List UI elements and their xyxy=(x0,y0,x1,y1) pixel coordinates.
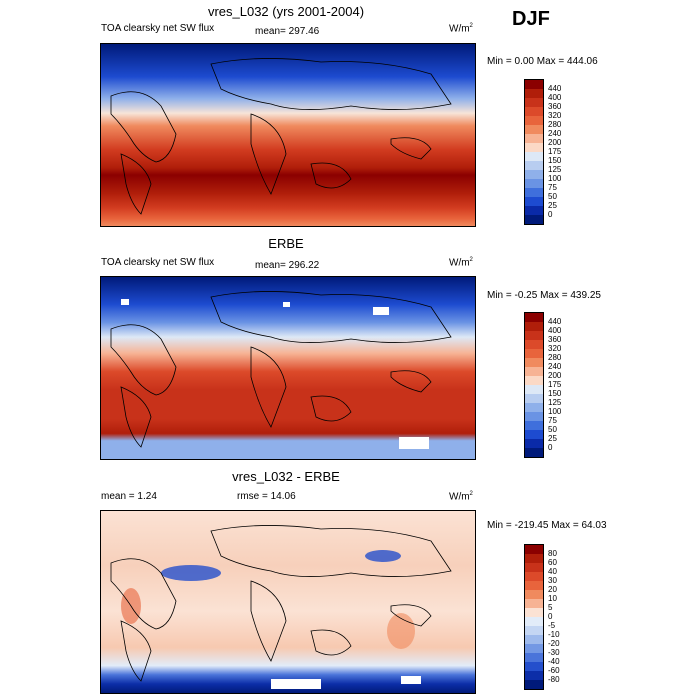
panel2-colorbar-tick: 100 xyxy=(548,407,562,416)
panel3-missing-data xyxy=(401,676,421,684)
panel3-colorbar-tick: 30 xyxy=(548,576,557,585)
panel3-colorbar-tick: -30 xyxy=(548,648,560,657)
panel3-colorbar-tick: -10 xyxy=(548,630,560,639)
panel1-units: W/m2 xyxy=(449,23,473,35)
panel1-variable-label: TOA clearsky net SW flux xyxy=(101,23,215,34)
panel1-colorbar-tick: 50 xyxy=(548,192,557,201)
panel2-colorbar-tick: 0 xyxy=(548,443,553,452)
panel2-mean-label: mean= 296.22 xyxy=(255,260,320,271)
panel2-colorbar-tick: 280 xyxy=(548,353,562,362)
panel2-colorbar-tick: 25 xyxy=(548,434,557,443)
panel3-colorbar-tick: 0 xyxy=(548,612,553,621)
panel1-coastlines xyxy=(110,58,452,215)
panel2-missing-data xyxy=(121,299,129,305)
panel2-missing-data xyxy=(283,302,290,307)
panel1-colorbar-tick: 360 xyxy=(548,102,562,111)
panel3-colorbar-tick: 5 xyxy=(548,603,553,612)
panel2-title: ERBE xyxy=(268,236,304,251)
panel1-colorbar-tick: 200 xyxy=(548,138,562,147)
panel1-colorbar-tick: 125 xyxy=(548,165,562,174)
panel1-colorbar-tick: 175 xyxy=(548,147,562,156)
panel3-minmax: Min = -219.45 Max = 64.03 xyxy=(487,520,607,531)
panel3-coastlines xyxy=(110,525,452,682)
panel2-colorbar xyxy=(524,312,544,458)
panel1-minmax: Min = 0.00 Max = 444.06 xyxy=(487,56,598,67)
panel2-variable-label: TOA clearsky net SW flux xyxy=(101,257,215,268)
panel2-colorbar-tick: 320 xyxy=(548,344,562,353)
panel1-colorbar-tick: 0 xyxy=(548,210,553,219)
panel2-map xyxy=(100,276,476,460)
panel2-colorbar-tick: 75 xyxy=(548,416,557,425)
panel2-missing-data xyxy=(373,307,389,315)
panel3-colorbar xyxy=(524,544,544,690)
panel3-units: W/m2 xyxy=(449,491,473,503)
panel2-missing-data xyxy=(399,437,429,449)
panel2-colorbar-tick: 200 xyxy=(548,371,562,380)
panel3-colorbar-tick: 20 xyxy=(548,585,557,594)
panel3-colorbar-tick: -80 xyxy=(548,675,560,684)
panel1-map xyxy=(100,43,476,227)
panel3-rmse-label: rmse = 14.06 xyxy=(237,491,296,502)
panel2-colorbar-tick: 175 xyxy=(548,380,562,389)
panel1-colorbar-tick: 400 xyxy=(548,93,562,102)
panel3-colorbar-tick: -60 xyxy=(548,666,560,675)
panel1-colorbar-tick: 280 xyxy=(548,120,562,129)
panel2-colorbar-tick: 50 xyxy=(548,425,557,434)
panel1-colorbar-tick: 25 xyxy=(548,201,557,210)
panel3-colorbar-tick: -20 xyxy=(548,639,560,648)
panel3-mean-label: mean = 1.24 xyxy=(101,491,157,502)
panel1-title: vres_L032 (yrs 2001-2004) xyxy=(207,4,365,19)
panel1-colorbar-tick: 320 xyxy=(548,111,562,120)
panel2-colorbar-tick: 440 xyxy=(548,317,562,326)
panel1-colorbar xyxy=(524,79,544,225)
panel3-colorbar-tick: 80 xyxy=(548,549,557,558)
panel3-missing-data xyxy=(271,679,321,689)
panel2-minmax: Min = -0.25 Max = 439.25 xyxy=(487,290,601,301)
panel3-colorbar-tick: -5 xyxy=(548,621,556,630)
panel2-units: W/m2 xyxy=(449,257,473,269)
panel1-colorbar-tick: 100 xyxy=(548,174,562,183)
panel3-title: vres_L032 - ERBE xyxy=(232,469,340,484)
panel1-colorbar-tick: 150 xyxy=(548,156,562,165)
panel3-colorbar-tick: 40 xyxy=(548,567,557,576)
panel2-colorbar-tick: 400 xyxy=(548,326,562,335)
panel3-colorbar-tick: 60 xyxy=(548,558,557,567)
panel2-colorbar-tick: 125 xyxy=(548,398,562,407)
season-label: DJF xyxy=(512,8,550,30)
panel3-colorbar-tick: -40 xyxy=(548,657,560,666)
panel3-colorbar-tick: 10 xyxy=(548,594,557,603)
panel1-mean-label: mean= 297.46 xyxy=(255,26,320,37)
panel2-colorbar-tick: 360 xyxy=(548,335,562,344)
panel1-colorbar-tick: 440 xyxy=(548,84,562,93)
panel2-coastlines xyxy=(110,291,452,448)
panel2-colorbar-tick: 150 xyxy=(548,389,562,398)
panel1-colorbar-tick: 75 xyxy=(548,183,557,192)
panel3-map xyxy=(100,510,476,694)
panel1-colorbar-tick: 240 xyxy=(548,129,562,138)
panel2-colorbar-tick: 240 xyxy=(548,362,562,371)
